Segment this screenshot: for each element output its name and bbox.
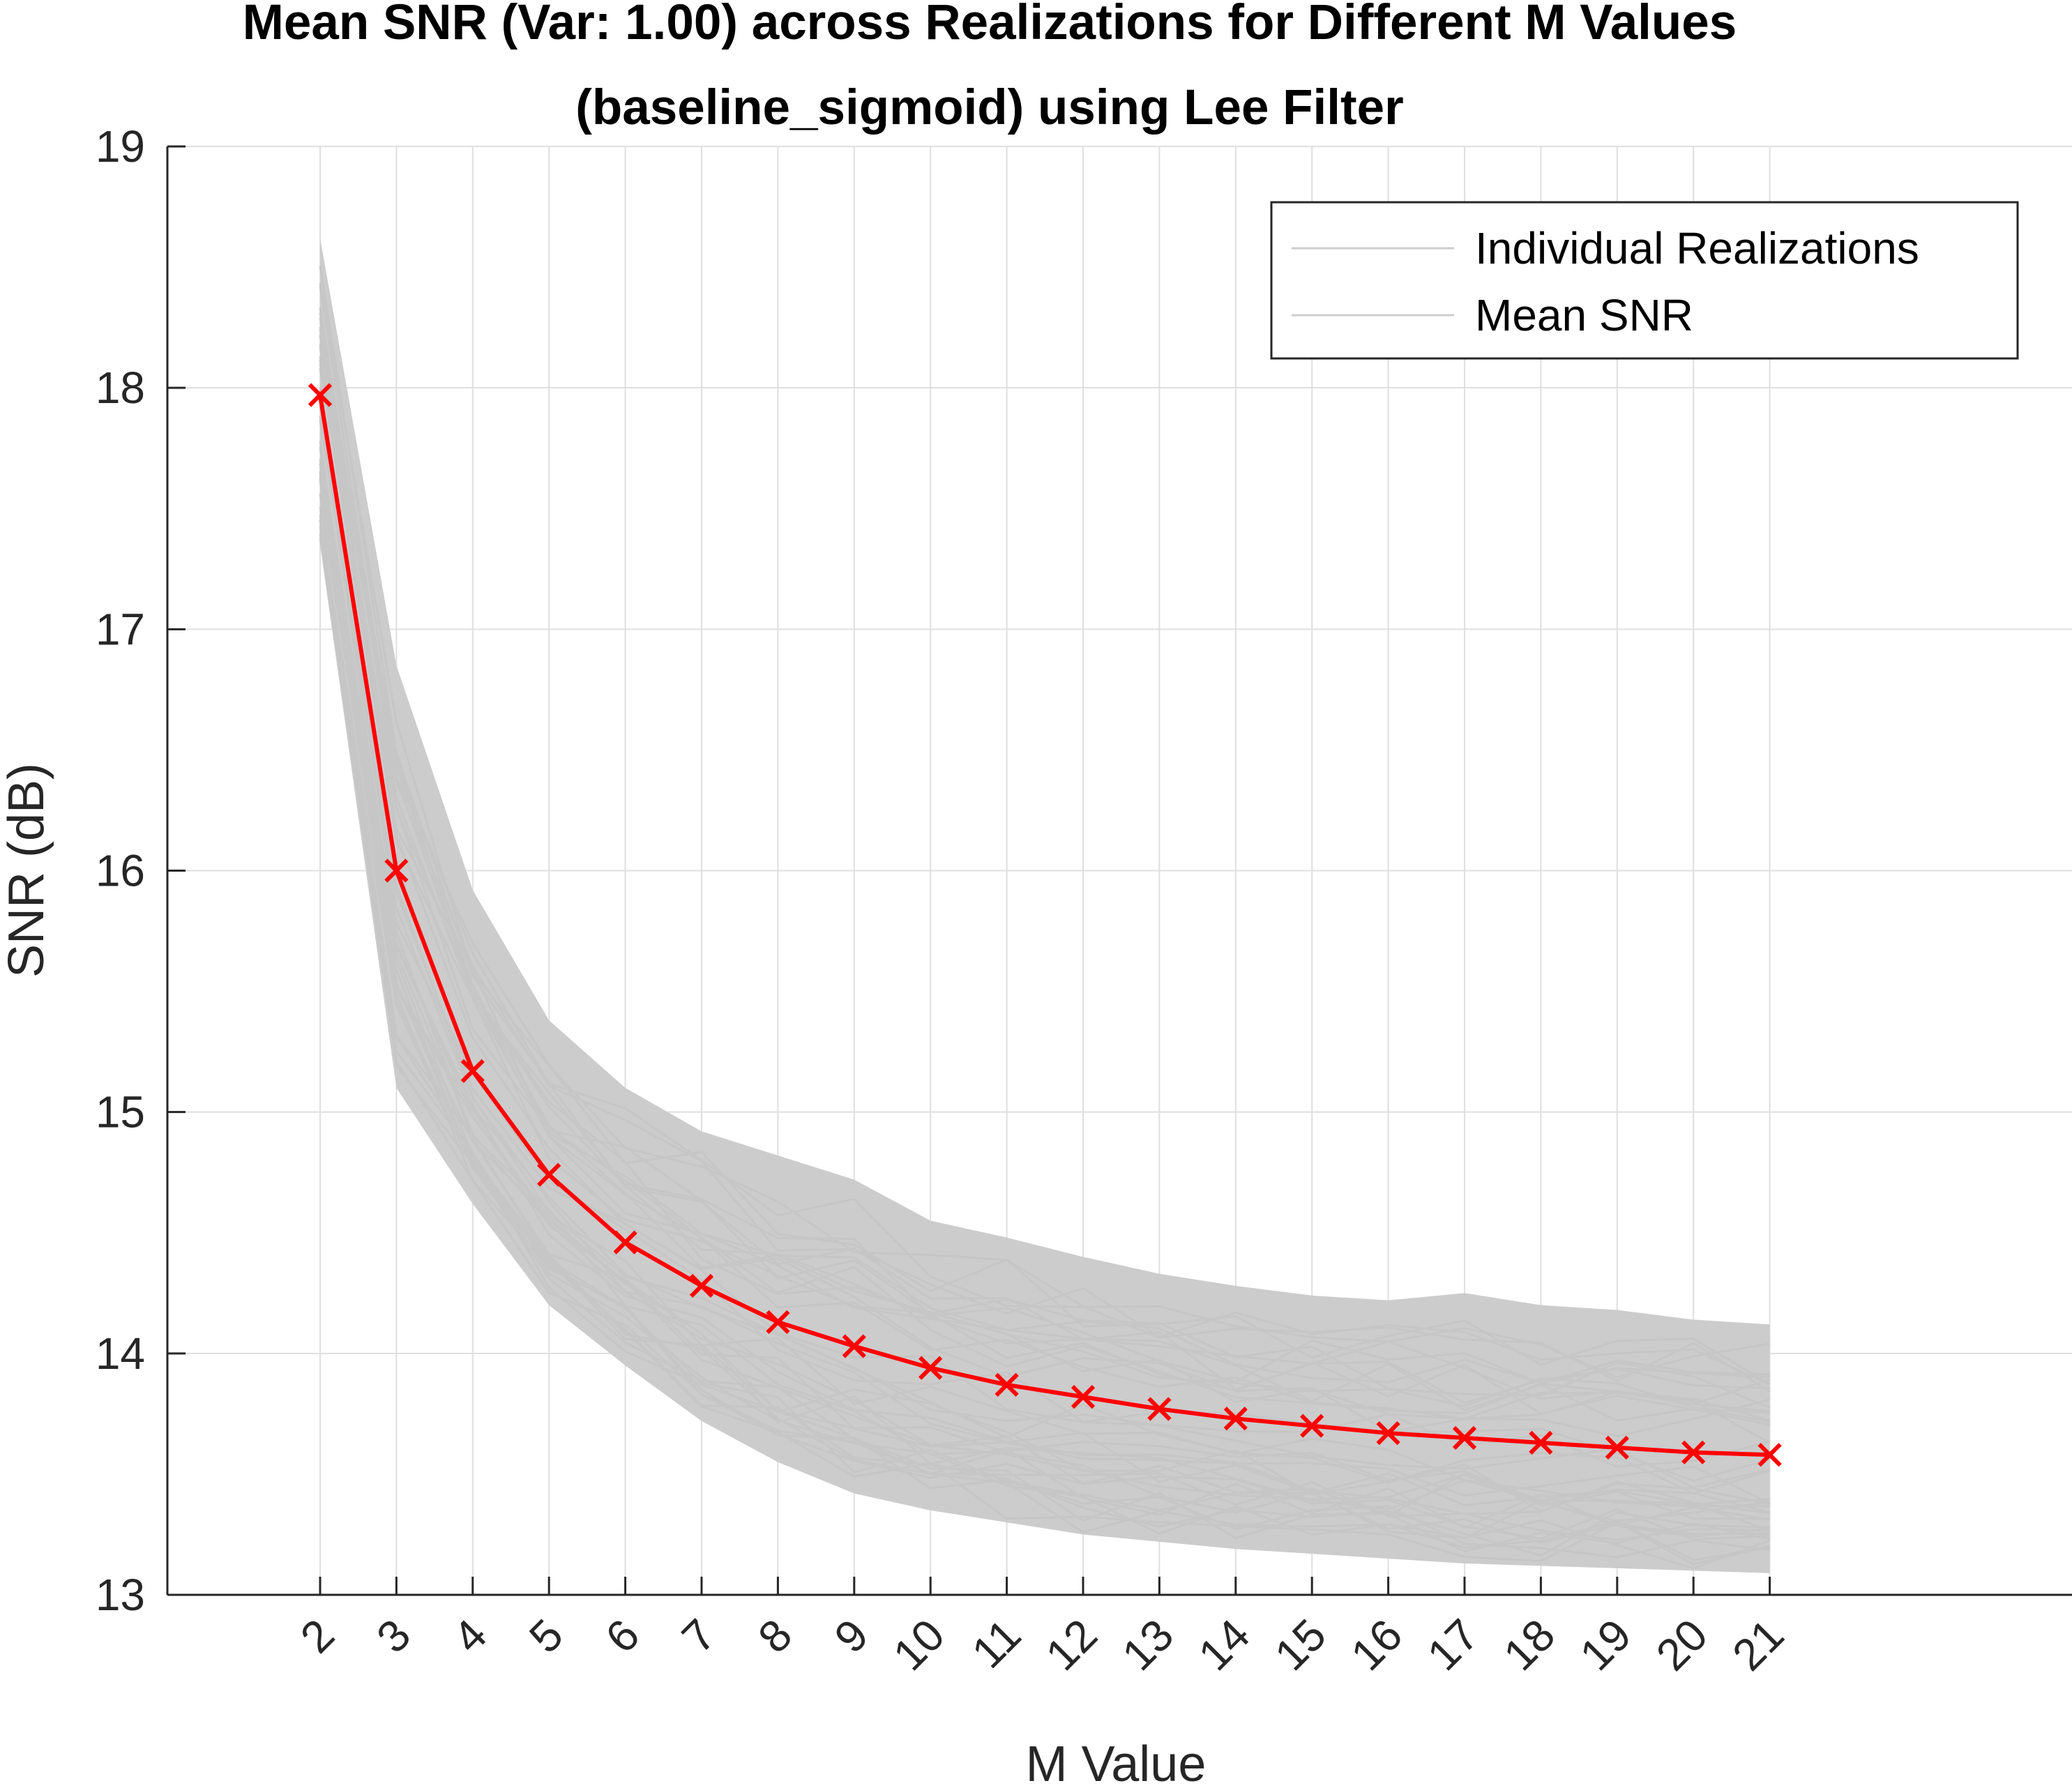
- x-axis-label: M Value: [1026, 1736, 1207, 1788]
- mean-snr-marker: [1147, 1397, 1172, 1421]
- legend-box: [1270, 201, 2019, 360]
- realization-line: [319, 533, 1770, 1566]
- mean-snr-marker: [1376, 1420, 1400, 1446]
- realization-line: [319, 334, 1770, 1385]
- axes: [166, 145, 2072, 1596]
- realization-line: [319, 397, 1771, 1482]
- mean-snr-marker: [766, 1310, 790, 1334]
- x-tick-label: 19: [1570, 1609, 1640, 1680]
- realization-line: [319, 388, 1770, 1468]
- realization-line: [319, 472, 1770, 1513]
- mean-snr-marker: [689, 1273, 714, 1298]
- mean-snr-marker: [1071, 1385, 1096, 1409]
- realization-line: [319, 326, 1771, 1406]
- realization-line: [319, 335, 1770, 1426]
- realization-line: [319, 359, 1770, 1404]
- mean-snr-marker: [384, 858, 409, 883]
- y-tick-label: 16: [96, 846, 145, 896]
- realization-line: [319, 317, 1771, 1409]
- y-tick-label: 18: [96, 363, 145, 413]
- realization-line: [319, 476, 1770, 1515]
- x-tick-label: 21: [1723, 1609, 1793, 1680]
- x-tick-label: 6: [596, 1609, 649, 1662]
- x-tick-label: 15: [1265, 1609, 1336, 1680]
- x-tick-label: 2: [291, 1609, 344, 1662]
- mean-snr-series: [308, 383, 1782, 1467]
- legend-label-mean: Mean SNR: [1475, 290, 1693, 340]
- realization-band: [320, 238, 1770, 1573]
- y-tick-label: 15: [96, 1087, 145, 1137]
- x-tick-labels: 2 3 4 5 6 7 8 9 10 11 12 13 14 15 16 17 18 19 20 21: [291, 1609, 1794, 1680]
- realization-line: [319, 447, 1770, 1508]
- realization-line: [319, 407, 1770, 1489]
- realization-line: [319, 282, 1771, 1386]
- x-tick-label: 17: [1418, 1609, 1488, 1680]
- mean-snr-marker: [308, 383, 333, 407]
- mean-snr-marker: [460, 1059, 485, 1083]
- x-tick-label: 18: [1494, 1609, 1564, 1680]
- chart-title: Mean SNR (Var: 1.00) across Realizations…: [243, 0, 1737, 50]
- mean-snr-marker: [1300, 1414, 1324, 1438]
- mean-snr-marker: [1605, 1435, 1629, 1460]
- x-tick-label: 8: [748, 1609, 801, 1662]
- x-tick-label: 16: [1341, 1609, 1412, 1680]
- mean-snr-marker: [613, 1230, 637, 1255]
- mean-snr-marker: [1529, 1430, 1553, 1455]
- mean-snr-marker: [918, 1356, 943, 1380]
- y-tick-labels: 13 14 15 16 17 18 19: [96, 121, 145, 1620]
- x-tick-label: 11: [962, 1609, 1031, 1678]
- realization-line: [319, 493, 1770, 1559]
- y-axis-label: SNR (dB): [0, 763, 54, 978]
- x-tick-label: 9: [825, 1609, 878, 1662]
- realization-line: [319, 464, 1770, 1506]
- mean-snr-line: [318, 395, 1770, 1457]
- realization-line: [319, 312, 1771, 1386]
- individual-realizations: [319, 238, 1771, 1573]
- x-tick-label: 10: [884, 1609, 954, 1680]
- x-tick-label: 13: [1112, 1609, 1183, 1680]
- mean-snr-marker: [1757, 1443, 1782, 1467]
- x-tick-label: 5: [520, 1609, 573, 1662]
- x-tick-label: 14: [1188, 1609, 1259, 1680]
- x-tick-label: 12: [1036, 1609, 1107, 1680]
- y-tick-label: 19: [96, 121, 145, 172]
- realization-line: [319, 463, 1771, 1532]
- mean-snr-marker: [1681, 1440, 1706, 1464]
- mean-snr-marker: [995, 1372, 1019, 1397]
- realization-line: [319, 329, 1770, 1422]
- mean-snr-marker: [1452, 1425, 1477, 1450]
- y-tick-label: 13: [96, 1570, 145, 1620]
- legend: Individual Realizations Mean SNR: [1270, 201, 2019, 360]
- legend-label-individual: Individual Realizations: [1475, 223, 1919, 273]
- mean-snr-marker: [842, 1334, 866, 1358]
- x-tick-label: 4: [444, 1609, 497, 1662]
- x-tick-label: 3: [367, 1609, 420, 1662]
- realization-line: [319, 356, 1770, 1433]
- mean-snr-marker: [537, 1162, 561, 1187]
- mean-snr-marker: [1223, 1407, 1248, 1431]
- x-tick-label: 20: [1647, 1609, 1717, 1680]
- realization-line: [319, 346, 1770, 1438]
- realization-line: [319, 266, 1770, 1379]
- y-tick-label: 14: [96, 1328, 145, 1379]
- realization-line: [319, 520, 1770, 1545]
- x-tick-label: 7: [672, 1609, 725, 1662]
- chart-subtitle: (baseline_sigmoid) using Lee Filter: [575, 80, 1404, 135]
- y-tick-label: 17: [96, 604, 145, 654]
- realization-line: [319, 470, 1770, 1541]
